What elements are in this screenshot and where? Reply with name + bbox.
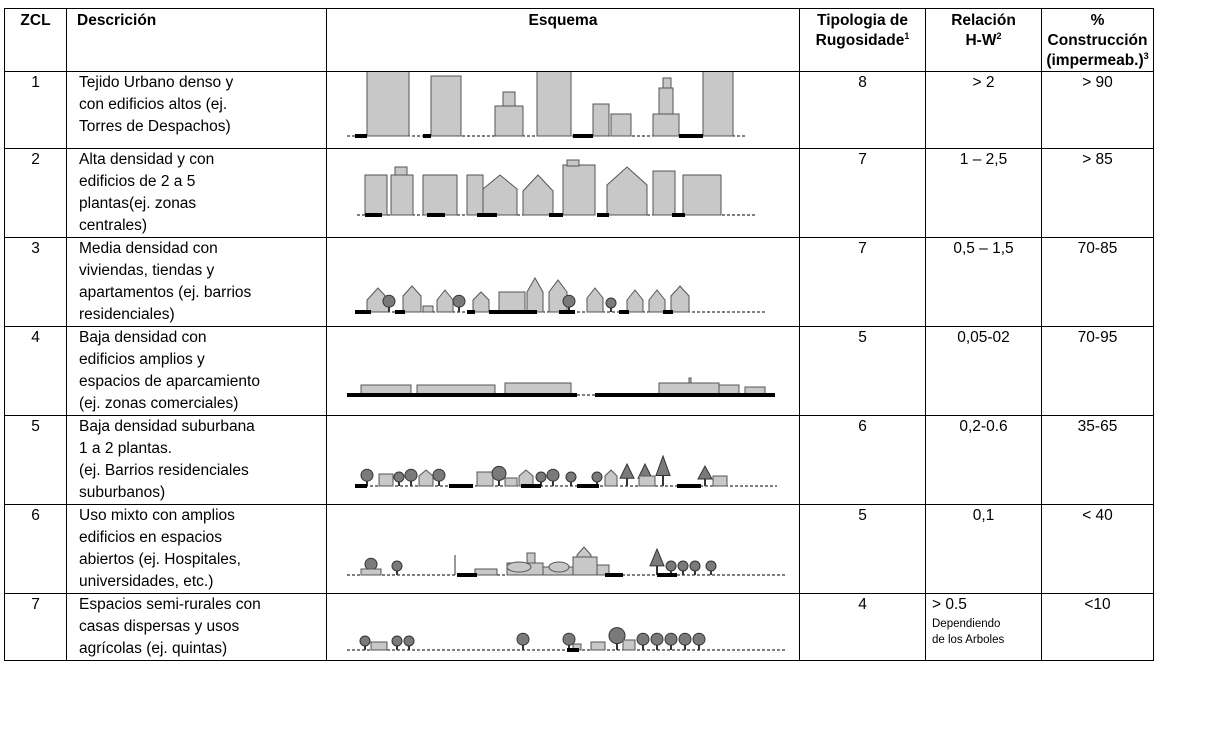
description-line: plantas(ej. zonas [79, 195, 197, 212]
header-construccion-line1: % Construcción [1047, 12, 1148, 49]
table-row: 6 Uso mixto con amplios edificios en espac… [4, 504, 1154, 594]
relacion-hw-cell: 1 – 2,5 [925, 148, 1042, 238]
description-line: residenciales) [79, 306, 175, 323]
relacion-hw-cell: > 2 [925, 71, 1042, 149]
description-line: edificios amplios y [79, 351, 205, 368]
description-line: edificios en espacios [79, 529, 223, 546]
construccion-cell: 70-95 [1041, 326, 1154, 416]
footnote-3: 3 [1143, 50, 1149, 61]
description-cell: Baja densidad con edificios amplios y espa… [66, 326, 327, 416]
header-tipologia-line2: Rugosidade [815, 32, 905, 49]
large-lowrise-schema [326, 326, 800, 416]
houses-trees-schema [326, 237, 800, 327]
table-row: 4 Baja densidad con edificios amplios y esp… [4, 326, 1154, 416]
tall-buildings-schema [326, 71, 800, 149]
description-line: Torres de Despachos) [79, 118, 231, 135]
header-descripcion: Descrición [66, 8, 327, 72]
header-construccion: % Construcción (impermeab.)3 [1041, 8, 1154, 72]
footnote-1: 1 [904, 30, 910, 41]
mixed-use-schema [326, 504, 800, 594]
header-construccion-line2: (impermeab.) [1046, 52, 1144, 69]
table-row: 5 Baja densidad suburbana 1 a 2 plantas. (e… [4, 415, 1154, 505]
zcl-cell: 2 [4, 148, 67, 238]
description-line: espacios de aparcamiento [79, 373, 260, 390]
relacion-hw-cell: 0,5 – 1,5 [925, 237, 1042, 327]
zcl-cell: 6 [4, 504, 67, 594]
header-zcl: ZCL [4, 8, 67, 72]
relacion-hw-cell: 0,1 [925, 504, 1042, 594]
description-line: viviendas, tiendas y [79, 262, 215, 279]
description-line: agrícolas (ej. quintas) [79, 640, 228, 657]
zcl-cell: 1 [4, 71, 67, 149]
construccion-cell: 35-65 [1041, 415, 1154, 505]
hw-value: > 0.5 [932, 596, 967, 613]
description-line: universidades, etc.) [79, 573, 214, 590]
description-line: con edificios altos (ej. [79, 96, 228, 113]
hw-note: Dependiendo [932, 618, 1001, 630]
description-line: Baja densidad suburbana [79, 418, 255, 435]
rugosidad-cell: 4 [799, 593, 926, 661]
description-cell: Espacios semi-rurales con casas dispersas… [66, 593, 327, 661]
relacion-hw-cell: 0,05-02 [925, 326, 1042, 416]
header-relacion-line1: Relación [951, 12, 1016, 29]
description-line: Baja densidad con [79, 329, 207, 346]
description-cell: Tejido Urbano denso y con edificios altos… [66, 71, 327, 149]
description-line: Espacios semi-rurales con [79, 596, 261, 613]
zcl-cell: 3 [4, 237, 67, 327]
relacion-hw-cell: 0,2-0.6 [925, 415, 1042, 505]
description-line: (ej. Barrios residenciales [79, 462, 249, 479]
construccion-cell: > 85 [1041, 148, 1154, 238]
description-line: Uso mixto con amplios [79, 507, 235, 524]
hw-note: de los Arboles [932, 634, 1005, 646]
header-relacion-line2: H-W [965, 32, 997, 49]
header-relacion: Relación H-W2 [925, 8, 1042, 72]
zcl-table: ZCL Descrición Esquema Tipologia de Rugo… [4, 8, 1154, 661]
header-row: ZCL Descrición Esquema Tipologia de Rugo… [4, 8, 1154, 72]
description-line: centrales) [79, 217, 148, 234]
header-tipologia-line1: Tipologia de [817, 12, 908, 29]
description-line: apartamentos (ej. barrios [79, 284, 252, 301]
rugosidad-cell: 6 [799, 415, 926, 505]
description-line: Tejido Urbano denso y [79, 74, 234, 91]
table-row: 7 Espacios semi-rurales con casas dispersa… [4, 593, 1154, 661]
rugosidad-cell: 8 [799, 71, 926, 149]
header-tipologia: Tipologia de Rugosidade1 [799, 8, 926, 72]
header-esquema: Esquema [326, 8, 800, 72]
description-line: 1 a 2 plantas. [79, 440, 173, 457]
description-cell: Alta densidad y con edificios de 2 a 5 pla… [66, 148, 327, 238]
description-cell: Uso mixto con amplios edificios en espaci… [66, 504, 327, 594]
zcl-cell: 5 [4, 415, 67, 505]
construccion-cell: > 90 [1041, 71, 1154, 149]
description-line: Media densidad con [79, 240, 218, 257]
footnote-2: 2 [996, 30, 1002, 41]
description-line: suburbanos) [79, 484, 166, 501]
construccion-cell: 70-85 [1041, 237, 1154, 327]
construccion-cell: <10 [1041, 593, 1154, 661]
mid-rise-buildings-schema [326, 148, 800, 238]
description-cell: Baja densidad suburbana 1 a 2 plantas. (ej… [66, 415, 327, 505]
description-line: casas dispersas y usos [79, 618, 240, 635]
table-container: ZCL Descrición Esquema Tipologia de Rugo… [4, 8, 1154, 661]
zcl-cell: 7 [4, 593, 67, 661]
semi-rural-schema [326, 593, 800, 661]
description-line: (ej. zonas comerciales) [79, 395, 239, 412]
suburban-houses-schema [326, 415, 800, 505]
description-line: edificios de 2 a 5 [79, 173, 196, 190]
rugosidad-cell: 5 [799, 326, 926, 416]
rugosidad-cell: 7 [799, 148, 926, 238]
construccion-cell: < 40 [1041, 504, 1154, 594]
zcl-cell: 4 [4, 326, 67, 416]
table-row: 2 Alta densidad y con edificios de 2 a 5 pl… [4, 148, 1154, 238]
table-row: 3 Media densidad con viviendas, tiendas y a… [4, 237, 1154, 327]
description-line: Alta densidad y con [79, 151, 215, 168]
rugosidad-cell: 7 [799, 237, 926, 327]
rugosidad-cell: 5 [799, 504, 926, 594]
description-cell: Media densidad con viviendas, tiendas y ap… [66, 237, 327, 327]
relacion-hw-cell: > 0.5 Dependiendo de los Arboles [925, 593, 1042, 661]
description-line: abiertos (ej. Hospitales, [79, 551, 241, 568]
table-row: 1 Tejido Urbano denso y con edificios alto… [4, 71, 1154, 149]
